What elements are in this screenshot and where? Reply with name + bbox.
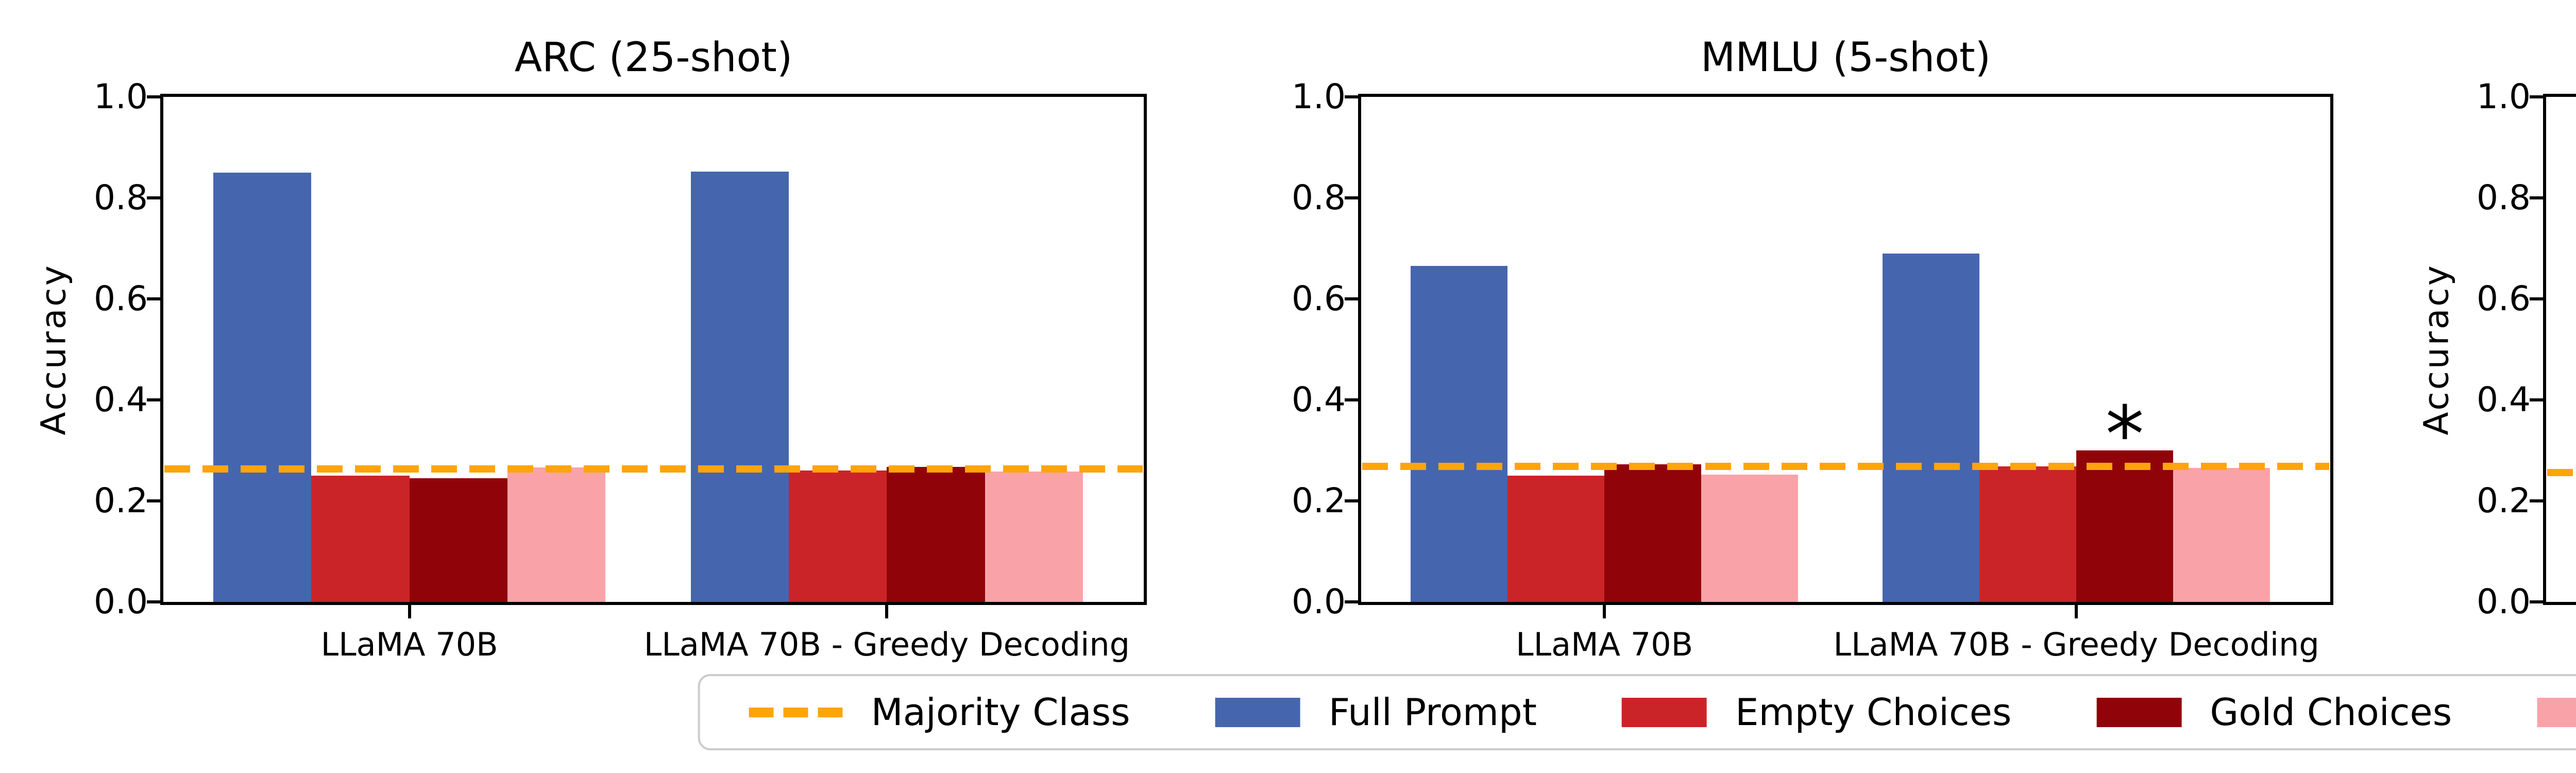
x-tick-mark	[1603, 602, 1606, 618]
plot-area-spines	[1358, 94, 2333, 605]
plot-area-spines	[160, 94, 1147, 605]
y-tick-label: 0.2	[1292, 481, 1346, 520]
y-tick-label: 0.4	[94, 380, 148, 419]
chart-title: HellaSwag (10-shot)	[2546, 37, 2576, 79]
y-tick-mark	[147, 196, 163, 199]
y-tick-label: 0.8	[1292, 178, 1346, 217]
bar-empty-choices	[311, 476, 410, 602]
legend-color-patch	[2537, 697, 2576, 727]
legend-label: Full Prompt	[1328, 691, 1537, 734]
significance-asterisk: *	[2105, 390, 2144, 480]
y-tick-label: 0.6	[1292, 279, 1346, 318]
y-tick-mark	[1345, 600, 1361, 603]
legend: Majority Class Full Prompt Empty Choices Go…	[698, 674, 2576, 750]
legend-label: Gold Choices	[2210, 691, 2452, 734]
bar-no-choices	[2173, 468, 2270, 602]
bar-gold-choices	[887, 467, 985, 602]
y-tick-mark	[147, 297, 163, 300]
y-tick-label: 0.4	[1292, 380, 1346, 419]
y-tick-label: 0.4	[2477, 380, 2531, 419]
x-tick-label-llama-70b: LLaMA 70B	[320, 626, 498, 663]
y-tick-mark	[2530, 499, 2546, 502]
y-tick-mark	[2530, 297, 2546, 300]
bar-gold-choices	[1604, 464, 1702, 602]
bar-full-prompt	[213, 173, 312, 602]
x-tick-label-llama-70b-greedy-decoding: LLaMA 70B - Greedy Decoding	[1833, 626, 2319, 663]
legend-item-empty-choices: Empty Choices	[1621, 691, 2012, 734]
legend-color-patch	[2096, 697, 2182, 727]
x-tick-mark	[408, 602, 411, 618]
plot-area-spines	[2543, 94, 2576, 605]
bar-empty-choices	[1979, 466, 2077, 602]
y-tick-label: 0.8	[2477, 178, 2531, 217]
y-tick-label: 0.8	[94, 178, 148, 217]
y-tick-label: 1.0	[94, 77, 148, 116]
y-tick-label: 1.0	[2477, 77, 2531, 116]
y-tick-label: 0.6	[94, 279, 148, 318]
y-tick-mark	[147, 600, 163, 603]
legend-label: Majority Class	[871, 691, 1130, 734]
legend-label: Empty Choices	[1735, 691, 2012, 734]
y-axis-label-text: Accuracy	[2417, 263, 2457, 435]
y-tick-label: 0.2	[2477, 481, 2531, 520]
y-tick-mark	[147, 499, 163, 502]
legend-item-no-choices: No Choices	[2537, 694, 2576, 731]
bar-full-prompt	[690, 172, 789, 602]
x-tick-label-llama-70b: LLaMA 70B	[1516, 626, 1693, 663]
bar-empty-choices	[1507, 476, 1605, 602]
bar-no-choices	[507, 467, 606, 602]
y-tick-mark	[1345, 196, 1361, 199]
x-tick-label-llama-70b-greedy-decoding: LLaMA 70B - Greedy Decoding	[643, 626, 1130, 663]
chart-title: MMLU (5-shot)	[1700, 35, 1991, 81]
y-tick-mark	[1345, 95, 1361, 98]
bar-gold-choices	[409, 478, 507, 602]
majority-class-line	[2547, 469, 2576, 477]
legend-color-patch	[1621, 697, 1707, 727]
y-tick-mark	[1345, 499, 1361, 502]
y-tick-label: 0.0	[94, 582, 148, 621]
chart-title: ARC (25-shot)	[514, 35, 793, 81]
y-tick-mark	[147, 95, 163, 98]
y-tick-mark	[2530, 95, 2546, 98]
y-tick-label: 0.2	[94, 481, 148, 520]
bar-full-prompt	[1882, 253, 1980, 602]
majority-class-line	[164, 465, 1143, 473]
y-tick-label: 0.0	[1292, 582, 1346, 621]
y-tick-label: 0.6	[2477, 279, 2531, 318]
x-tick-mark	[2075, 602, 2078, 618]
x-tick-label-llama-70b: LLaMA 70B	[2353, 629, 2576, 661]
bar-full-prompt	[1410, 266, 1508, 602]
legend-dashed-line-sample	[749, 707, 843, 717]
y-tick-mark	[2530, 600, 2546, 603]
y-tick-label: 0.0	[2477, 582, 2531, 621]
y-tick-mark	[147, 398, 163, 401]
y-axis-label: Accuracy	[2411, 97, 2463, 602]
legend-item-majority-class: Majority Class	[749, 694, 1130, 731]
y-tick-mark	[2530, 398, 2546, 401]
bar-no-choices	[1701, 475, 1799, 602]
y-axis-label-text: Accuracy	[34, 263, 74, 435]
y-tick-mark	[1345, 297, 1361, 300]
x-tick-mark	[885, 602, 889, 618]
y-tick-mark	[1345, 398, 1361, 401]
bar-empty-choices	[789, 470, 887, 602]
y-tick-mark	[2530, 196, 2546, 199]
y-axis-label: Accuracy	[28, 97, 80, 602]
legend-color-patch	[1215, 697, 1300, 727]
legend-item-gold-choices: Gold Choices	[2096, 694, 2452, 731]
bar-no-choices	[985, 472, 1083, 602]
legend-item-full-prompt: Full Prompt	[1215, 694, 1537, 731]
bar-gold-choices	[2076, 450, 2174, 602]
majority-class-line	[1362, 463, 2329, 470]
y-tick-label: 1.0	[1292, 77, 1346, 116]
